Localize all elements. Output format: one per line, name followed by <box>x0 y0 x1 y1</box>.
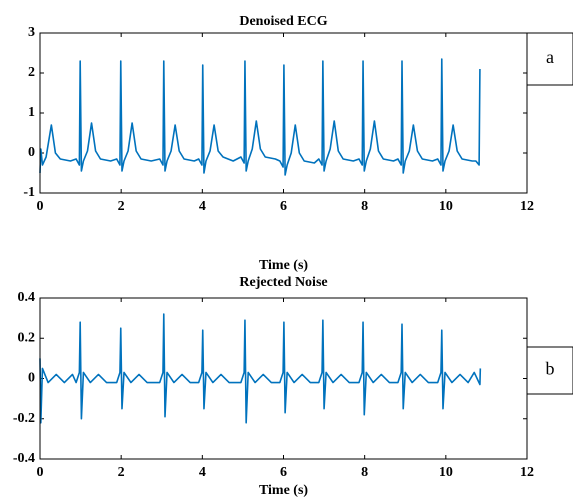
x-axis-label: Time (s) <box>259 258 308 273</box>
x-tick-label: 8 <box>361 465 368 480</box>
x-tick-label: 2 <box>118 465 125 480</box>
annotation-box <box>526 346 573 395</box>
y-tick-label: -1 <box>23 185 35 200</box>
y-tick-label: 0.2 <box>18 330 36 345</box>
y-tick-label: 0.4 <box>18 290 36 305</box>
x-tick-label: 0 <box>37 465 44 480</box>
x-tick-label: 10 <box>439 199 453 214</box>
chart-title: Denoised ECG <box>239 14 327 29</box>
x-tick-label: 4 <box>199 199 206 214</box>
x-tick-label: 6 <box>280 199 287 214</box>
y-tick-label: -0.4 <box>13 451 35 466</box>
x-tick-label: 10 <box>439 465 453 480</box>
signal-line <box>39 58 481 176</box>
y-tick-label: 2 <box>28 65 35 80</box>
x-tick-label: 8 <box>361 199 368 214</box>
x-tick-label: 0 <box>37 199 44 214</box>
axes-frame <box>39 32 528 194</box>
x-tick-label: 4 <box>199 465 206 480</box>
y-tick-label: 3 <box>28 25 35 40</box>
annotation-label: b <box>546 359 555 379</box>
x-axis-label: Time (s) <box>259 483 308 498</box>
y-tick-label: 1 <box>28 105 35 120</box>
annotation-box <box>526 32 573 86</box>
signal-line <box>39 313 482 424</box>
x-tick-label: 2 <box>118 199 125 214</box>
chart-title: Rejected Noise <box>239 275 327 290</box>
y-tick-label: -0.2 <box>13 411 35 426</box>
x-tick-label: 12 <box>520 199 534 214</box>
y-tick-label: 0 <box>28 145 35 160</box>
y-tick-label: 0 <box>28 371 35 386</box>
x-tick-label: 12 <box>520 465 534 480</box>
x-tick-label: 6 <box>280 465 287 480</box>
annotation-label: a <box>546 47 554 67</box>
